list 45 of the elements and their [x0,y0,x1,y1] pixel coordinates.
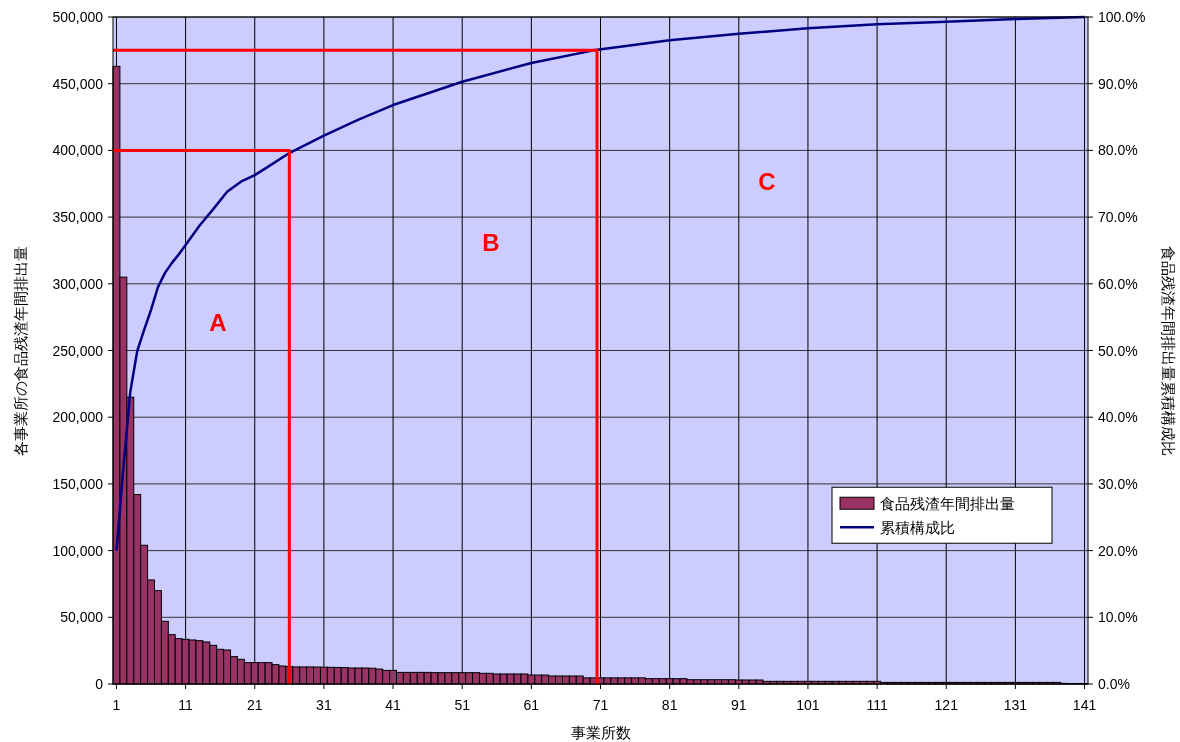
y2-tick-label: 40.0% [1098,409,1138,426]
y-tick-label: 500,000 [52,9,104,25]
x-tick-label: 131 [1003,697,1028,713]
y2-axis-title: 食品残渣年間排出量累積構成比 [1160,245,1177,456]
x-axis-title: 事業所数 [570,724,631,741]
x-tick-label: 91 [731,697,747,713]
y2-tick-label: 20.0% [1098,542,1138,559]
legend-label: 累積構成比 [880,519,955,537]
y-tick-label: 150,000 [52,475,104,492]
y-tick-label: 50,000 [60,609,104,626]
y2-tick-label: 10.0% [1098,609,1138,626]
y2-tick-label: 70.0% [1098,209,1138,226]
x-tick-label: 1 [112,697,121,713]
x-tick-label: 31 [316,697,332,713]
x-tick-label: 71 [592,697,609,713]
y-tick-label: 100,000 [52,542,104,559]
annotation: C [758,168,776,195]
y2-tick-label: 0.0% [1098,676,1130,692]
y2-tick-label: 90.0% [1098,75,1138,92]
y2-tick-label: 100.0% [1098,9,1146,25]
y2-tick-label: 80.0% [1098,142,1138,159]
y-axis-title: 各事業所の食品残渣年間排出量 [12,245,29,456]
x-tick-label: 141 [1072,697,1097,713]
y-tick-label: 250,000 [52,342,104,359]
annotation: B [482,229,500,256]
y-tick-label: 350,000 [52,209,104,226]
x-tick-label: 101 [796,697,820,713]
x-tick-label: 51 [454,697,471,713]
x-tick-label: 121 [934,697,959,713]
x-tick-label: 61 [523,697,540,713]
y-tick-label: 0 [95,676,104,692]
y2-tick-label: 30.0% [1098,475,1138,492]
y2-tick-label: 60.0% [1098,275,1138,292]
x-tick-label: 11 [178,697,194,713]
annotation: A [209,309,227,336]
y-tick-label: 300,000 [52,275,104,292]
x-tick-label: 81 [661,697,678,713]
y-tick-label: 450,000 [52,75,104,92]
y-tick-label: 200,000 [52,409,104,426]
y2-tick-label: 50.0% [1098,342,1138,359]
y-tick-label: 400,000 [52,142,104,159]
legend-label: 食品残渣年間排出量 [880,495,1015,513]
x-tick-label: 21 [246,697,263,713]
x-tick-label: 111 [866,697,888,713]
x-tick-label: 41 [385,697,402,713]
